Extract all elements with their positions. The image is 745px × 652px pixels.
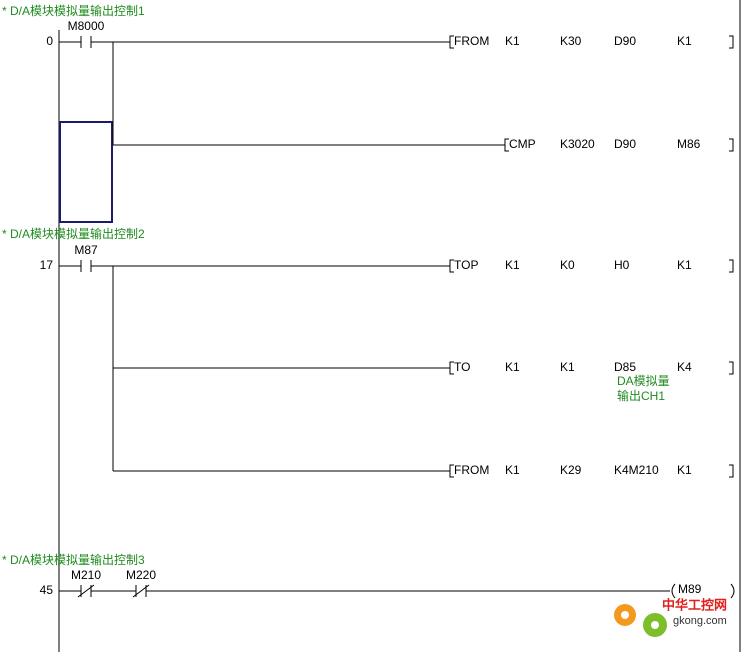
rung-comment: * D/A模块模拟量输出控制2 bbox=[2, 226, 145, 241]
operand: K1 bbox=[505, 463, 520, 477]
operand: D85 bbox=[614, 360, 636, 374]
step-number: 0 bbox=[46, 34, 53, 48]
bracket-open bbox=[449, 35, 454, 49]
operand: K1 bbox=[505, 360, 520, 374]
operand: K1 bbox=[560, 360, 575, 374]
contact-label: M87 bbox=[74, 243, 98, 257]
coil-open bbox=[671, 583, 676, 599]
bracket-open bbox=[449, 361, 454, 375]
rung-comment: * D/A模块模拟量输出控制3 bbox=[2, 552, 145, 567]
contact-label: M8000 bbox=[68, 19, 105, 33]
coil-label: M89 bbox=[678, 582, 702, 596]
operand: K4M210 bbox=[614, 463, 659, 477]
instruction-name: TOP bbox=[454, 258, 478, 272]
watermark: 中华工控网 gkong.com bbox=[614, 597, 727, 637]
rung-comment: * D/A模块模拟量输出控制1 bbox=[2, 3, 145, 18]
operand: K1 bbox=[677, 34, 692, 48]
instruction-name: CMP bbox=[509, 137, 536, 151]
bracket-close bbox=[729, 138, 734, 152]
coil-close bbox=[730, 583, 735, 599]
gear-hole bbox=[621, 611, 629, 619]
bracket-close bbox=[729, 361, 734, 375]
step-number: 17 bbox=[40, 258, 54, 272]
contact-label: M220 bbox=[126, 568, 156, 582]
bracket-open bbox=[504, 138, 509, 152]
contact-label: M210 bbox=[71, 568, 101, 582]
operand: K29 bbox=[560, 463, 582, 477]
operand: K1 bbox=[677, 463, 692, 477]
step-number: 45 bbox=[40, 583, 54, 597]
operand: K1 bbox=[505, 258, 520, 272]
contact-slash bbox=[132, 584, 150, 598]
operand: K3020 bbox=[560, 137, 595, 151]
operand: D90 bbox=[614, 137, 636, 151]
bracket-open bbox=[449, 464, 454, 478]
operand: K1 bbox=[677, 258, 692, 272]
operand: H0 bbox=[614, 258, 630, 272]
operand: K4 bbox=[677, 360, 692, 374]
operand: K0 bbox=[560, 258, 575, 272]
bracket-open bbox=[449, 259, 454, 273]
operand: D90 bbox=[614, 34, 636, 48]
bracket-close bbox=[729, 35, 734, 49]
device-comment: 输出CH1 bbox=[617, 388, 665, 403]
operand: K30 bbox=[560, 34, 582, 48]
cursor[interactable] bbox=[59, 121, 113, 223]
instruction-name: FROM bbox=[454, 34, 489, 48]
contact-slash bbox=[77, 584, 95, 598]
device-comment: DA模拟量 bbox=[617, 374, 670, 388]
bracket-close bbox=[729, 464, 734, 478]
instruction-name: TO bbox=[454, 360, 470, 374]
gear-hole bbox=[651, 621, 659, 629]
watermark-title: 中华工控网 bbox=[662, 597, 727, 612]
watermark-site: gkong.com bbox=[673, 615, 727, 627]
bracket-close bbox=[729, 259, 734, 273]
instruction-name: FROM bbox=[454, 463, 489, 477]
operand: M86 bbox=[677, 137, 701, 151]
operand: K1 bbox=[505, 34, 520, 48]
